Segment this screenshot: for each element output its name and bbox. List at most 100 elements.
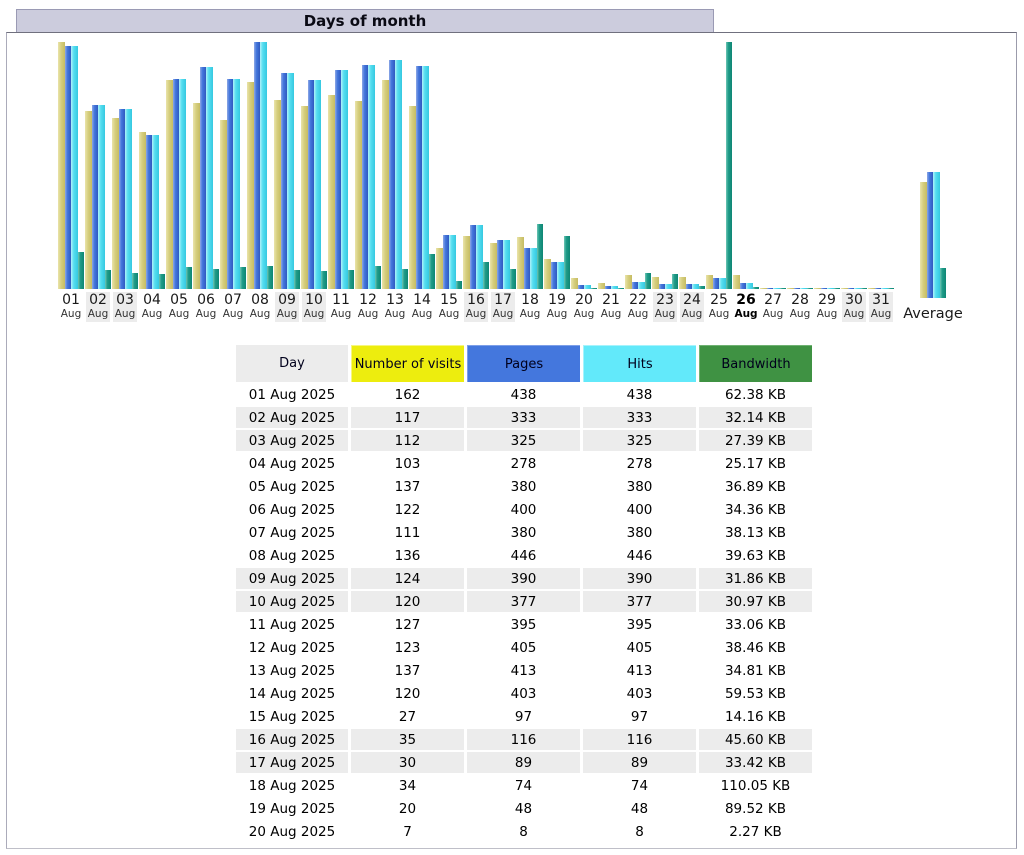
visits-bar [787,287,794,289]
day-label: 30 Aug [842,292,866,322]
bar-cluster [841,42,867,289]
pages-bar [712,278,719,289]
bandwidth-bar [374,266,381,289]
bar-cluster [166,42,192,289]
day-month: Aug [843,308,865,320]
hits-bar [854,287,861,289]
bandwidth-bar [563,236,570,289]
day-number: 20 [575,292,593,308]
bar-cluster [571,42,597,289]
day-label: 14 Aug [410,292,434,322]
bandwidth-bar [671,273,678,289]
day-number: 02 [89,292,107,308]
bandwidth-bar [104,270,111,289]
bandwidth-bar [428,254,435,289]
bandwidth-bar [401,268,408,289]
pages-bar [496,239,503,289]
bandwidth-bar [77,252,84,289]
day-cell: 12 Aug 2025 [236,637,348,658]
pages-bar [280,73,287,289]
day-number: 29 [818,292,836,308]
pages-cell: 403 [467,683,580,704]
visits-cell: 7 [351,821,464,842]
hits-bar [692,284,699,289]
day-month: Aug [141,308,163,320]
visits-bar [463,235,470,289]
visits-cell: 34 [351,775,464,796]
hits-bar [125,109,132,289]
visits-bar [571,278,578,289]
pages-cell: 438 [467,384,580,405]
day-group-21: 21 Aug [598,42,624,322]
pages-cell: 390 [467,568,580,589]
bandwidth-bar [725,42,732,289]
day-month: Aug [411,308,433,320]
visits-bar [490,243,497,289]
pages-bar [361,64,368,289]
bar-cluster [760,42,786,289]
day-label: 18 Aug [518,292,542,322]
visits-bar [652,276,659,289]
pages-bar [631,282,638,289]
bandwidth-cell: 89.52 KB [699,798,812,819]
bar-cluster [409,42,435,289]
bar-cluster [247,42,273,289]
table-row: 18 Aug 2025 34 74 74 110.05 KB [236,775,812,796]
day-month: Aug [681,308,703,320]
day-label: 08 Aug [248,292,272,322]
day-group-14: 14 Aug [409,42,435,322]
table-row: 11 Aug 2025 127 395 395 33.06 KB [236,614,812,635]
pages-cell: 400 [467,499,580,520]
col-header-bandwidth: Bandwidth [699,345,812,382]
pages-bar [253,42,260,289]
day-label: 11 Aug [329,292,353,322]
bandwidth-bar [320,270,327,289]
table-row: 15 Aug 2025 27 97 97 14.16 KB [236,706,812,727]
table-body: 01 Aug 2025 162 438 438 62.38 KB 02 Aug 2025 1… [236,384,812,842]
visits-cell: 137 [351,476,464,497]
pages-bar [226,78,233,289]
visits-bar [841,287,848,289]
bandwidth-cell: 27.39 KB [699,430,812,451]
hits-bar [422,65,429,289]
day-cell: 17 Aug 2025 [236,752,348,773]
visits-bar [112,118,119,289]
day-label: 25 Aug [707,292,731,322]
pages-bar [118,109,125,289]
hits-bar [260,42,267,289]
bandwidth-cell: 33.42 KB [699,752,812,773]
day-group-31: 31 Aug [868,42,894,322]
day-cell: 03 Aug 2025 [236,430,348,451]
hits-bar [638,282,645,289]
day-number: 15 [440,292,458,308]
hits-cell: 333 [583,407,696,428]
pages-bar [172,78,179,289]
bandwidth-cell: 33.06 KB [699,614,812,635]
day-label: 22 Aug [626,292,650,322]
bandwidth-cell: 62.38 KB [699,384,812,405]
table-row: 19 Aug 2025 20 48 48 89.52 KB [236,798,812,819]
day-month: Aug [573,308,595,320]
day-number: 10 [305,292,323,308]
day-month: Aug [870,308,892,320]
day-label: 07 Aug [221,292,245,322]
day-label: 05 Aug [167,292,191,322]
visits-cell: 162 [351,384,464,405]
day-label: 26 Aug [734,292,758,322]
visits-bar [544,258,551,289]
hits-bar [800,287,807,289]
hits-bar [933,172,940,298]
visits-bar [760,287,767,289]
day-group-12: 12 Aug [355,42,381,322]
visits-bar [220,119,227,289]
bandwidth-cell: 14.16 KB [699,706,812,727]
day-label: 24 Aug [680,292,704,322]
day-month: Aug [734,308,758,320]
hits-cell: 89 [583,752,696,773]
visits-cell: 35 [351,729,464,750]
day-group-06: 06 Aug [193,42,219,322]
pages-bar [442,235,449,289]
day-month: Aug [816,308,838,320]
pages-bar [577,284,584,289]
day-cell: 15 Aug 2025 [236,706,348,727]
